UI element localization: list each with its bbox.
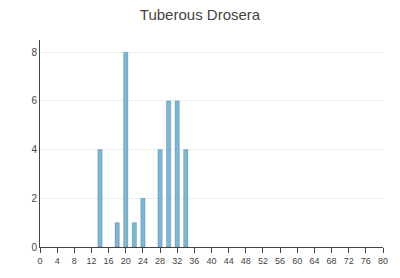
svg-text:36: 36 bbox=[189, 256, 199, 266]
svg-text:32: 32 bbox=[172, 256, 182, 266]
svg-text:40: 40 bbox=[206, 256, 216, 266]
svg-text:Tuberous Drosera: Tuberous Drosera bbox=[140, 6, 261, 23]
svg-text:20: 20 bbox=[121, 256, 131, 266]
svg-text:24: 24 bbox=[138, 256, 148, 266]
svg-text:64: 64 bbox=[309, 256, 319, 266]
svg-text:8: 8 bbox=[72, 256, 77, 266]
svg-text:0: 0 bbox=[37, 256, 42, 266]
svg-text:6: 6 bbox=[31, 95, 37, 106]
svg-text:12: 12 bbox=[86, 256, 96, 266]
svg-text:72: 72 bbox=[344, 256, 354, 266]
svg-text:2: 2 bbox=[31, 193, 37, 204]
svg-text:28: 28 bbox=[155, 256, 165, 266]
svg-text:52: 52 bbox=[258, 256, 268, 266]
svg-text:16: 16 bbox=[104, 256, 114, 266]
svg-text:80: 80 bbox=[378, 256, 388, 266]
svg-text:8: 8 bbox=[31, 47, 37, 58]
svg-text:44: 44 bbox=[224, 256, 234, 266]
svg-text:0: 0 bbox=[31, 242, 37, 253]
svg-text:76: 76 bbox=[361, 256, 371, 266]
svg-text:4: 4 bbox=[31, 144, 37, 155]
svg-text:60: 60 bbox=[292, 256, 302, 266]
svg-text:4: 4 bbox=[55, 256, 60, 266]
svg-text:56: 56 bbox=[275, 256, 285, 266]
svg-text:48: 48 bbox=[241, 256, 251, 266]
svg-text:68: 68 bbox=[327, 256, 337, 266]
